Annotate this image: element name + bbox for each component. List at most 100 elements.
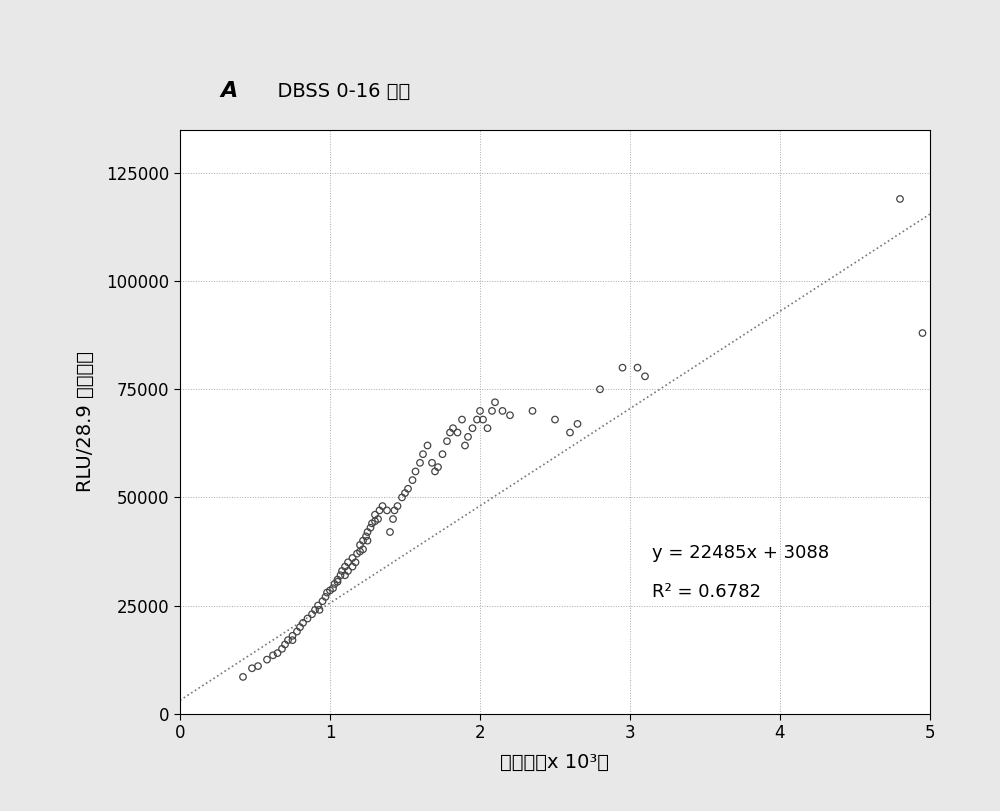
Point xyxy=(270,646,286,659)
Point xyxy=(614,361,631,374)
Point xyxy=(449,426,465,439)
Point xyxy=(494,405,510,418)
Y-axis label: RLU/28.9 分钟间隔: RLU/28.9 分钟间隔 xyxy=(76,351,95,492)
Point xyxy=(330,575,346,588)
Point xyxy=(484,405,500,418)
Point xyxy=(340,564,356,577)
Point xyxy=(326,577,342,590)
Point xyxy=(337,569,353,581)
Point xyxy=(332,569,349,581)
Point xyxy=(408,465,424,478)
Point xyxy=(472,405,488,418)
Point xyxy=(364,517,380,530)
Point xyxy=(415,448,431,461)
Point xyxy=(325,581,341,594)
Point xyxy=(454,413,470,426)
Point xyxy=(434,448,450,461)
Point xyxy=(445,422,461,435)
Point xyxy=(344,551,360,564)
Text: DBSS 0-16 小时: DBSS 0-16 小时 xyxy=(265,83,410,101)
Point xyxy=(412,457,428,470)
Point xyxy=(367,508,383,521)
Point xyxy=(442,426,458,439)
Point xyxy=(307,603,323,616)
Point xyxy=(319,586,335,599)
Point xyxy=(304,607,320,620)
Point xyxy=(385,513,401,526)
Point xyxy=(277,638,293,651)
Point xyxy=(469,413,485,426)
Point xyxy=(892,192,908,205)
Point xyxy=(284,633,300,646)
Point xyxy=(487,396,503,409)
Point xyxy=(370,513,386,526)
Point xyxy=(637,370,653,383)
Point xyxy=(386,504,402,517)
Point xyxy=(372,504,388,517)
Point xyxy=(292,620,308,633)
Point xyxy=(360,534,376,547)
Point xyxy=(295,616,311,629)
Point xyxy=(524,405,540,418)
Point xyxy=(349,547,365,560)
Point xyxy=(330,573,346,586)
Point xyxy=(382,526,398,539)
Point xyxy=(358,530,374,543)
Point xyxy=(475,413,491,426)
Point xyxy=(352,539,368,551)
Text: y = 22485x + 3088: y = 22485x + 3088 xyxy=(652,544,830,562)
Point xyxy=(334,564,350,577)
Point xyxy=(569,418,585,431)
Point xyxy=(310,599,326,612)
Point xyxy=(250,659,266,672)
Point xyxy=(419,439,435,452)
Point xyxy=(289,625,305,638)
Point xyxy=(322,584,338,597)
Point xyxy=(502,409,518,422)
Point xyxy=(439,435,455,448)
Point xyxy=(404,474,421,487)
Point xyxy=(479,422,495,435)
Point xyxy=(340,556,356,569)
Point xyxy=(337,560,353,573)
Point xyxy=(427,465,443,478)
Point xyxy=(592,383,608,396)
Point xyxy=(274,642,290,655)
X-axis label: 白细胞（x 10³）: 白细胞（x 10³） xyxy=(501,753,610,772)
Text: A: A xyxy=(220,81,237,101)
Point xyxy=(424,457,440,470)
Point xyxy=(397,487,413,500)
Point xyxy=(362,521,378,534)
Point xyxy=(344,560,360,573)
Point xyxy=(379,504,395,517)
Point xyxy=(284,629,300,642)
Point xyxy=(314,594,330,607)
Point xyxy=(460,431,476,444)
Point xyxy=(914,327,930,340)
Text: R² = 0.6782: R² = 0.6782 xyxy=(652,583,762,601)
Point xyxy=(235,671,251,684)
Point xyxy=(259,653,275,666)
Point xyxy=(347,556,363,569)
Point xyxy=(355,543,371,556)
Point xyxy=(430,461,446,474)
Point xyxy=(318,590,334,603)
Point xyxy=(457,439,473,452)
Point xyxy=(367,515,383,528)
Point xyxy=(355,534,371,547)
Point xyxy=(352,545,368,558)
Point xyxy=(547,413,563,426)
Point xyxy=(562,426,578,439)
Point xyxy=(300,612,316,625)
Point xyxy=(265,649,281,662)
Point xyxy=(280,633,296,646)
Point xyxy=(394,491,410,504)
Point xyxy=(464,422,480,435)
Point xyxy=(374,500,390,513)
Point xyxy=(312,603,328,616)
Point xyxy=(360,526,376,539)
Point xyxy=(389,500,406,513)
Point xyxy=(400,483,416,496)
Point xyxy=(244,662,260,675)
Point xyxy=(629,361,645,374)
